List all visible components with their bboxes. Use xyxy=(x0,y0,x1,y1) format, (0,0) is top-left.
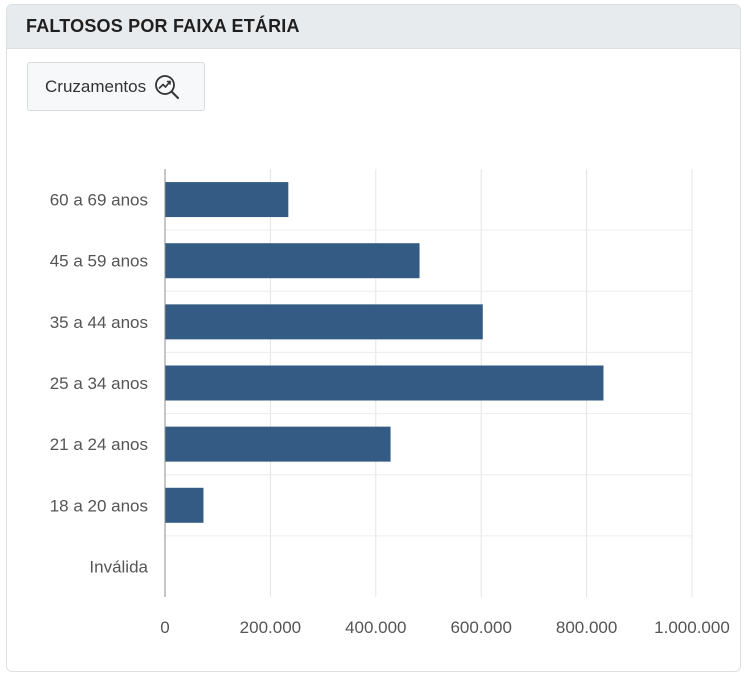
card-header: FALTOSOS POR FAIXA ETÁRIA xyxy=(7,5,740,49)
x-tick-label: 200.000 xyxy=(240,618,301,637)
bar[interactable] xyxy=(165,365,604,401)
bar[interactable] xyxy=(165,182,289,218)
chart-card: FALTOSOS POR FAIXA ETÁRIA Cruzamentos xyxy=(6,4,741,672)
category-label: 18 a 20 anos xyxy=(50,496,148,515)
category-label: 35 a 44 anos xyxy=(50,313,148,332)
x-tick-label: 600.000 xyxy=(450,618,511,637)
cruzamentos-button[interactable]: Cruzamentos xyxy=(27,62,205,111)
card-title: FALTOSOS POR FAIXA ETÁRIA xyxy=(26,16,300,36)
chart-search-icon xyxy=(154,74,180,100)
bar[interactable] xyxy=(165,243,420,279)
x-tick-label: 1.000.000 xyxy=(654,618,730,637)
category-label: 25 a 34 anos xyxy=(50,374,148,393)
bar[interactable] xyxy=(165,426,391,462)
bar[interactable] xyxy=(165,304,483,340)
bar[interactable] xyxy=(165,487,204,523)
category-label: Inválida xyxy=(89,557,148,576)
category-label: 60 a 69 anos xyxy=(50,191,148,210)
category-label: 21 a 24 anos xyxy=(50,435,148,454)
category-label: 45 a 59 anos xyxy=(50,252,148,271)
cruzamentos-button-label: Cruzamentos xyxy=(45,76,147,96)
x-tick-label: 400.000 xyxy=(345,618,406,637)
x-tick-label: 0 xyxy=(160,618,169,637)
labels-layer: 60 a 69 anos 45 a 59 anos 35 a 44 anos 25 a… xyxy=(50,191,730,637)
bars-layer xyxy=(165,182,604,523)
x-tick-label: 800.000 xyxy=(556,618,617,637)
